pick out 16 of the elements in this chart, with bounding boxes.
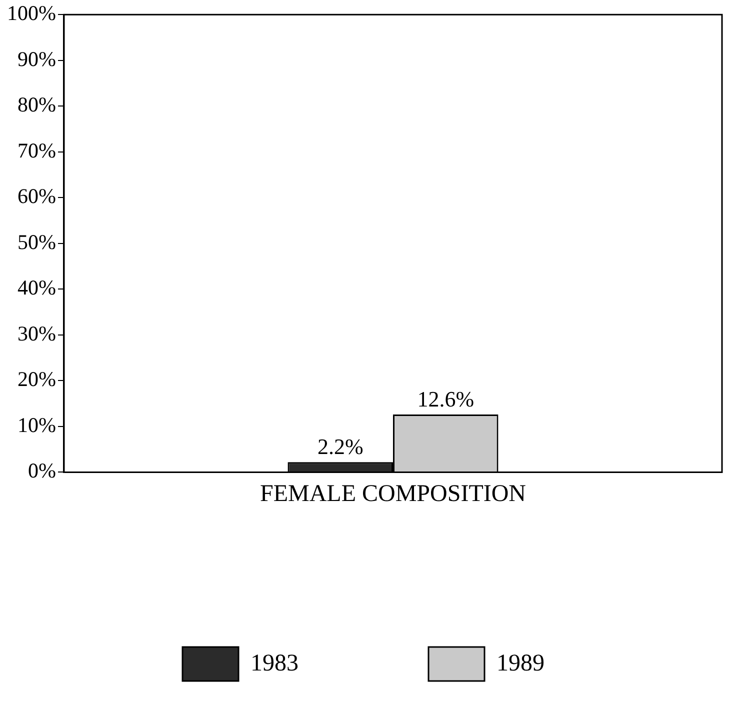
legend-label: 1989 [496,650,544,676]
y-tick-label: 90% [17,46,56,71]
x-tick-label: FEMALE COMPOSITION [260,480,526,507]
y-tick-label: 50% [17,230,56,254]
y-tick-label: 10% [17,412,56,437]
legend-label: 1983 [250,650,298,676]
y-tick-label: 40% [17,276,56,300]
y-tick-label: 0% [28,458,56,483]
y-tick-label: 30% [17,321,56,346]
data-label: 2.2% [317,434,364,459]
y-tick-label: 20% [17,367,56,392]
y-tick-label: 70% [17,138,56,162]
y-tick-label: 100% [6,1,56,26]
data-label: 12.6% [417,386,474,412]
y-tick-label: 60% [17,184,56,208]
y-tick-label: 80% [17,92,56,117]
